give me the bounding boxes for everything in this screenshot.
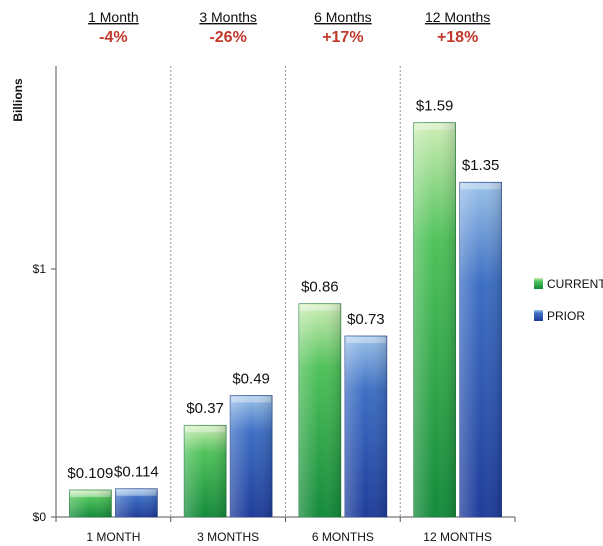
bar-prior <box>459 181 502 518</box>
plot-area: $0 $1 $0.109 $0.114 1 MONTH $0.37 $0.49 3 MONTH… <box>33 66 516 544</box>
bar-value-label: $0.86 <box>301 279 339 296</box>
header-period: 6 Months <box>314 9 372 25</box>
bar-value-label: $1.35 <box>462 157 500 174</box>
bar-current <box>183 424 227 518</box>
bar-prior <box>344 335 388 518</box>
legend-swatch <box>534 278 543 289</box>
y-tick-label: $1 <box>33 262 47 276</box>
legend-label: CURRENT <box>547 277 603 291</box>
period-change-header: 1 Month -4% 3 Months -26% 6 Months +17% 12 Mon… <box>88 9 490 46</box>
header-period: 12 Months <box>425 9 490 25</box>
x-tick-label: 6 MONTHS <box>312 530 374 544</box>
bar-prior <box>229 395 273 518</box>
bar-value-label: $0.114 <box>114 464 159 481</box>
header-period: 1 Month <box>88 9 139 25</box>
bar-current <box>413 122 456 518</box>
bar-current <box>69 489 112 518</box>
header-change: +18% <box>437 29 478 46</box>
bar-value-label: $0.37 <box>186 400 224 417</box>
header-period: 3 Months <box>199 9 257 25</box>
header-change: -4% <box>99 29 127 46</box>
y-axis-title: Billions <box>11 78 25 122</box>
legend-label: PRIOR <box>547 309 585 323</box>
legend-swatch <box>534 310 543 321</box>
bar-current <box>298 303 342 518</box>
bar-value-label: $0.49 <box>232 370 270 387</box>
bar-value-label: $0.73 <box>347 311 385 328</box>
x-tick-label: 3 MONTHS <box>197 530 259 544</box>
y-tick-label: $0 <box>33 510 47 524</box>
x-tick-label: 12 MONTHS <box>423 530 492 544</box>
header-change: +17% <box>322 29 363 46</box>
bar-value-label: $0.109 <box>67 465 113 482</box>
x-tick-label: 1 MONTH <box>86 530 140 544</box>
bar-prior <box>115 488 158 518</box>
bar-value-label: $1.59 <box>416 98 454 115</box>
legend: CURRENT PRIOR <box>534 277 603 323</box>
header-change: -26% <box>209 29 246 46</box>
